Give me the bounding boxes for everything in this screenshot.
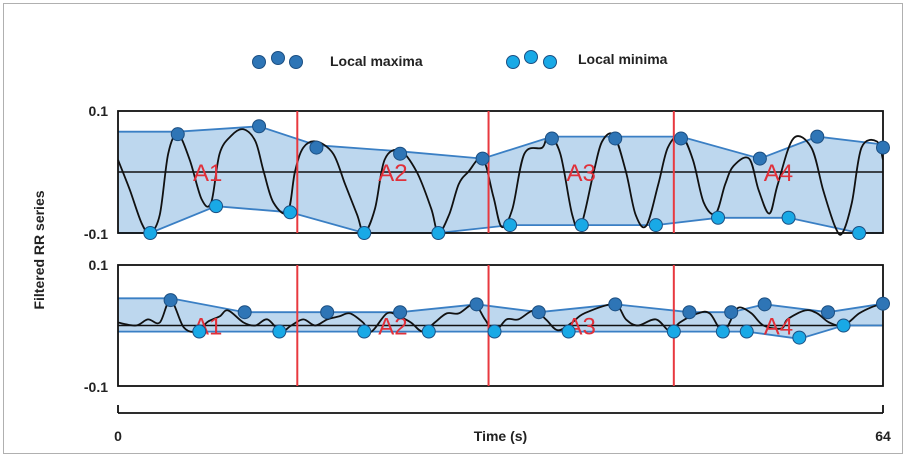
- x-axis: 0 64: [114, 405, 891, 444]
- local-minimum-point: [781, 210, 796, 225]
- local-minimum-point: [487, 324, 502, 339]
- local-maximum-point: [724, 305, 739, 320]
- local-maximum-point: [608, 131, 623, 146]
- local-maximum-point: [163, 293, 178, 308]
- y-tick-label: 0.1: [89, 103, 109, 119]
- local-maximum-point: [531, 305, 546, 320]
- local-maximum-point: [393, 146, 408, 161]
- upper-envelope: [118, 125, 884, 160]
- local-minimum-point: [836, 318, 851, 333]
- local-minimum-point: [666, 324, 681, 339]
- local-minimum-point: [192, 324, 207, 339]
- local-minimum-point: [711, 210, 726, 225]
- panel-top: A1 A2 A3 A4 0.1 -0.1: [84, 103, 890, 242]
- signal-line: [117, 299, 884, 333]
- y-tick-label: 0.1: [89, 257, 109, 273]
- panel-border: [117, 264, 884, 387]
- y-axis-label: Filtered RR series: [31, 190, 47, 309]
- local-maximum-point: [320, 305, 335, 320]
- local-maximum-point: [821, 305, 836, 320]
- local-maximum-point: [757, 297, 772, 312]
- envelope-fill: [118, 126, 883, 233]
- local-minimum-point: [272, 324, 287, 339]
- region-label-a3: A3: [567, 160, 596, 187]
- local-maximum-point: [608, 297, 623, 312]
- legend-maxima-dot: [289, 55, 303, 69]
- envelope-fill: [118, 298, 883, 339]
- local-minimum-point: [852, 226, 867, 240]
- legend-minima-dot: [524, 50, 538, 64]
- legend-maxima-marker: [252, 51, 303, 69]
- legend: Local maxima Local minima: [252, 50, 668, 69]
- region-label-a1: A1: [193, 160, 222, 187]
- legend-maxima-dot: [271, 51, 285, 65]
- legend-minima-dot: [506, 55, 520, 69]
- signal-line: [117, 128, 884, 236]
- panels: A1 A2 A3 A40.1-0.1A1 A2 A3 A40.1-0.1: [84, 103, 890, 395]
- local-minimum-point: [209, 199, 224, 214]
- region-label-a4: A4: [764, 160, 793, 187]
- region-label-a4: A4: [764, 314, 793, 341]
- local-maximum-point: [309, 140, 324, 155]
- local-minimum-point: [715, 324, 730, 339]
- local-minimum-point: [421, 324, 436, 339]
- x-tick-label: 64: [875, 428, 891, 444]
- local-maximum-point: [810, 129, 825, 144]
- local-minimum-point: [143, 226, 158, 240]
- local-maximum-point: [393, 305, 408, 320]
- local-minimum-point: [431, 226, 446, 240]
- legend-maxima-label: Local maxima: [330, 53, 423, 69]
- legend-minima-label: Local minima: [578, 51, 668, 67]
- local-maximum-point: [252, 119, 267, 134]
- y-tick-label: -0.1: [84, 379, 108, 395]
- local-maximum-point: [752, 151, 767, 166]
- region-label-a2: A2: [378, 160, 407, 187]
- local-minimum-point: [739, 324, 754, 339]
- local-maximum-point: [876, 296, 890, 311]
- local-maximum-point: [876, 140, 890, 155]
- x-axis-label: Time (s): [474, 428, 527, 444]
- local-minimum-point: [357, 324, 372, 339]
- local-maximum-point: [682, 305, 697, 320]
- local-minimum-point: [648, 218, 663, 233]
- local-maximum-point: [673, 131, 688, 146]
- local-minimum-point: [792, 330, 807, 345]
- local-maximum-point: [475, 151, 490, 166]
- legend-maxima-dot: [252, 55, 266, 69]
- local-minimum-point: [283, 205, 298, 220]
- local-maximum-point: [544, 131, 559, 146]
- local-minimum-point: [561, 324, 576, 339]
- local-maximum-point: [237, 305, 252, 320]
- legend-minima-dot: [543, 55, 557, 69]
- legend-minima-marker: [506, 50, 557, 69]
- x-tick-label: 0: [114, 428, 122, 444]
- y-tick-label: -0.1: [84, 226, 108, 242]
- local-maximum-point: [469, 297, 484, 312]
- panel-bottom: A1 A2 A3 A40.1-0.1: [84, 257, 890, 395]
- local-minimum-point: [503, 218, 518, 233]
- local-maximum-point: [170, 127, 185, 142]
- panel-border: [117, 110, 884, 234]
- local-minimum-point: [574, 218, 589, 233]
- local-minimum-point: [357, 226, 372, 240]
